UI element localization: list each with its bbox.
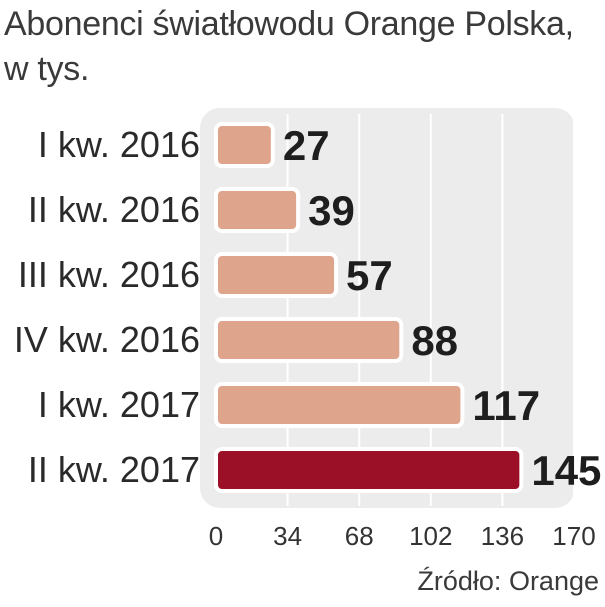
value-label: 27 [283, 122, 330, 169]
category-label: I kw. 2016 [38, 124, 200, 165]
value-label: 145 [531, 447, 601, 494]
value-label: 39 [308, 187, 355, 234]
x-tick-label: 34 [273, 521, 302, 551]
x-tick-label: 102 [409, 521, 452, 551]
x-tick-label: 170 [552, 521, 595, 551]
x-tick-label: 0 [209, 521, 223, 551]
chart-title: Abonenci światłowodu Orange Polska, w ty… [4, 5, 574, 88]
category-label: I kw. 2017 [38, 384, 200, 425]
bar [214, 382, 465, 428]
bar [214, 447, 524, 493]
value-label: 117 [472, 382, 540, 429]
bar [214, 317, 404, 363]
bar [214, 122, 275, 168]
value-label: 57 [346, 252, 393, 299]
x-tick-label: 68 [345, 521, 374, 551]
bar [214, 252, 339, 298]
x-tick-label: 136 [481, 521, 524, 551]
bar [214, 187, 301, 233]
category-label: II kw. 2016 [28, 189, 200, 230]
value-label: 88 [411, 317, 458, 364]
category-label: III kw. 2016 [18, 254, 200, 295]
category-label: II kw. 2017 [28, 449, 200, 490]
category-label: IV kw. 2016 [14, 319, 200, 360]
source-note: Źródło: Orange [417, 566, 599, 596]
